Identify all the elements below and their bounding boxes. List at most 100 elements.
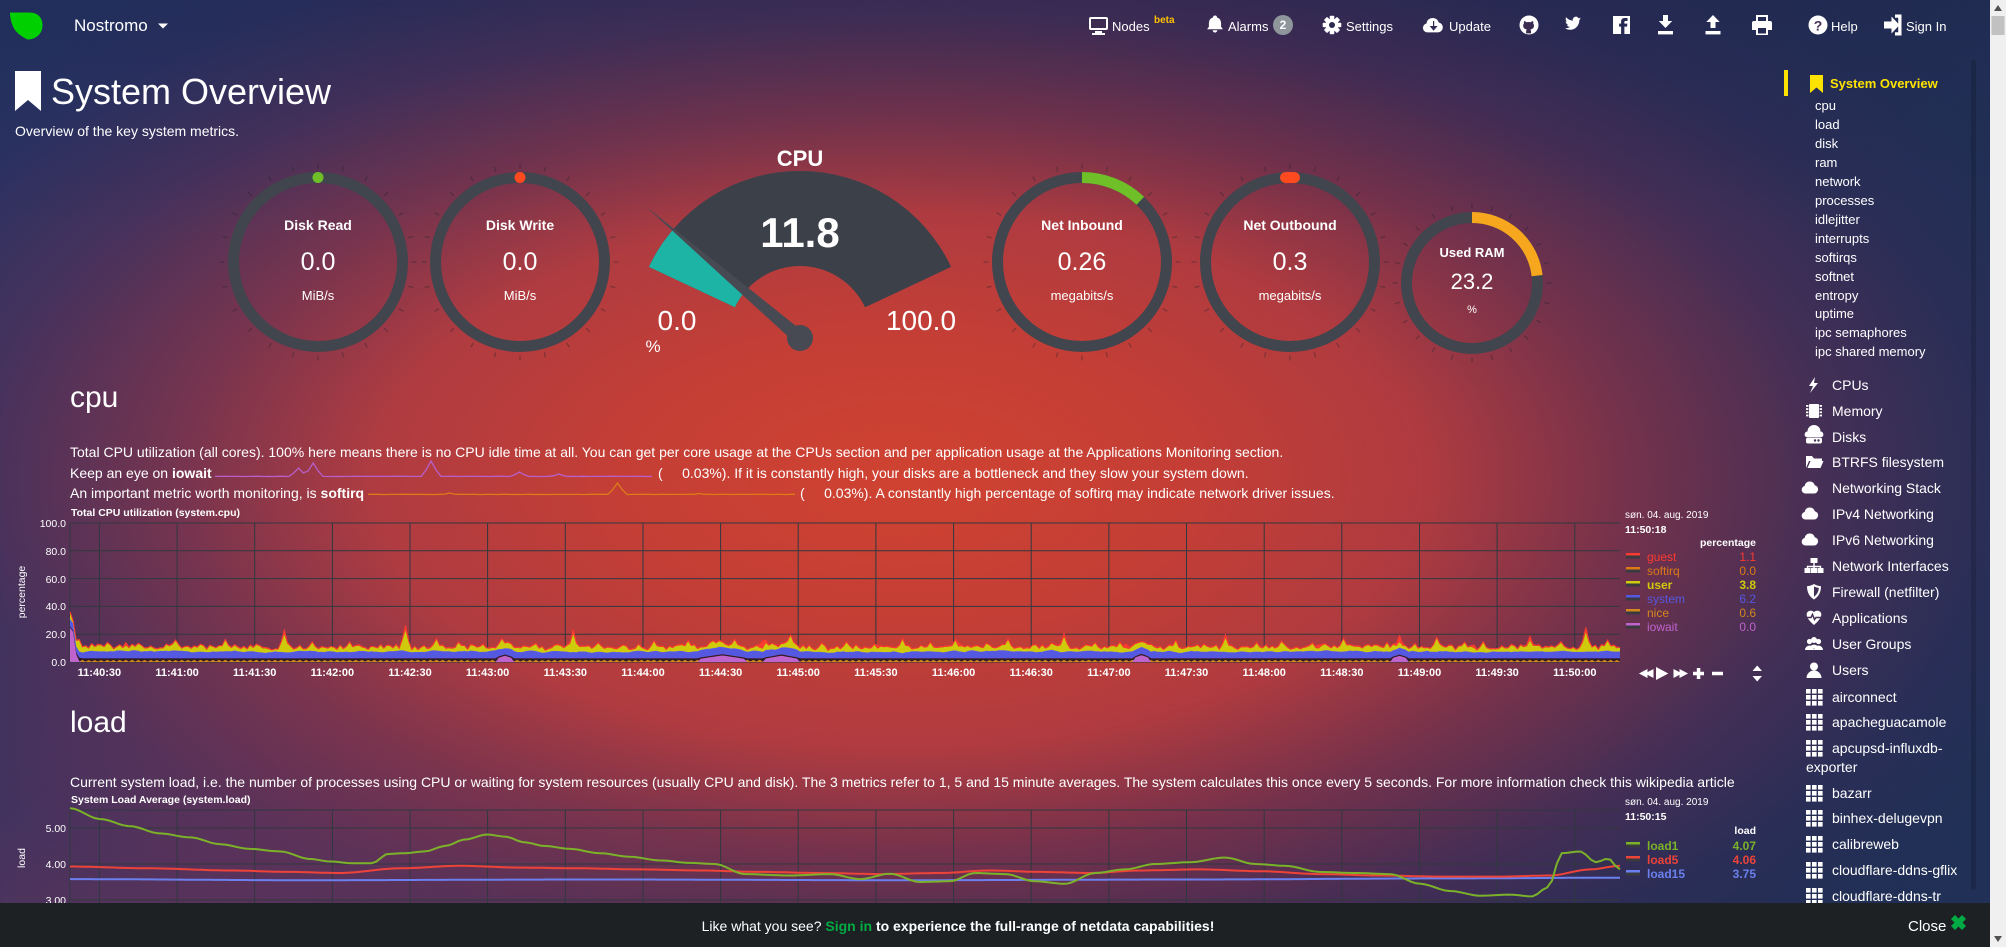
svg-text:Total CPU utilization (all cor: Total CPU utilization (all cores). 100% … <box>70 444 1283 460</box>
svg-text:11:48:00: 11:48:00 <box>1242 667 1285 679</box>
svg-text:apcupsd-influxdb-: apcupsd-influxdb- <box>1832 740 1943 756</box>
svg-text:5.00: 5.00 <box>46 823 67 835</box>
svg-text:uptime: uptime <box>1815 306 1854 321</box>
svg-text:Disk Read: Disk Read <box>284 217 352 233</box>
svg-text:11:50:00: 11:50:00 <box>1553 667 1596 679</box>
svg-text:11:42:00: 11:42:00 <box>311 667 354 679</box>
svg-text:load: load <box>1815 117 1840 132</box>
svg-text:An important metric worth moni: An important metric worth monitoring, is… <box>70 485 364 501</box>
svg-text:Firewall (netfilter): Firewall (netfilter) <box>1832 584 1939 600</box>
svg-text:11:50:15: 11:50:15 <box>1625 811 1667 823</box>
svg-text:11:47:30: 11:47:30 <box>1165 667 1208 679</box>
svg-text:3.00: 3.00 <box>46 895 67 907</box>
svg-text:ipc shared memory: ipc shared memory <box>1815 344 1926 359</box>
svg-text:11.8: 11.8 <box>760 209 839 256</box>
svg-text:Help: Help <box>1831 19 1858 34</box>
svg-text:network: network <box>1815 174 1861 189</box>
svg-text:11:46:30: 11:46:30 <box>1009 667 1052 679</box>
svg-text:load5: load5 <box>1647 853 1679 867</box>
svg-text:nice: nice <box>1647 606 1669 620</box>
svg-text:0.6: 0.6 <box>1739 606 1756 620</box>
svg-text:11:45:30: 11:45:30 <box>854 667 897 679</box>
svg-text:40.0: 40.0 <box>46 601 67 613</box>
svg-text:idlejitter: idlejitter <box>1815 212 1860 227</box>
svg-text:11:42:30: 11:42:30 <box>388 667 431 679</box>
svg-text:0.3: 0.3 <box>1273 248 1308 276</box>
svg-text:11:43:00: 11:43:00 <box>466 667 509 679</box>
svg-text:percentage: percentage <box>16 566 28 619</box>
svg-text:disk: disk <box>1815 136 1839 151</box>
svg-text:Disk Write: Disk Write <box>486 217 554 233</box>
svg-text:20.0: 20.0 <box>46 629 67 641</box>
svg-text:Used RAM: Used RAM <box>1439 245 1504 260</box>
svg-text:iowait: iowait <box>1647 620 1678 634</box>
svg-text:100.0: 100.0 <box>886 305 956 336</box>
svg-text:Update: Update <box>1449 19 1491 34</box>
svg-text:100.0: 100.0 <box>40 518 66 530</box>
svg-text:11:43:30: 11:43:30 <box>544 667 587 679</box>
svg-text:Networking Stack: Networking Stack <box>1832 480 1942 496</box>
svg-text:11:45:00: 11:45:00 <box>776 667 819 679</box>
svg-text:11:48:30: 11:48:30 <box>1320 667 1363 679</box>
svg-text:1.1: 1.1 <box>1739 550 1756 564</box>
svg-text:System Overview: System Overview <box>51 71 332 112</box>
svg-text:11:47:00: 11:47:00 <box>1087 667 1130 679</box>
svg-text:load: load <box>70 706 127 739</box>
svg-text:Current system load, i.e. the: Current system load, i.e. the number of … <box>70 774 1735 790</box>
svg-text:?: ? <box>1814 18 1823 34</box>
svg-text:Net Outbound: Net Outbound <box>1243 217 1336 233</box>
svg-text:MiB/s: MiB/s <box>302 288 335 303</box>
svg-text:4.00: 4.00 <box>46 859 67 871</box>
svg-text:Applications: Applications <box>1832 610 1908 626</box>
svg-text:4.07: 4.07 <box>1733 839 1757 853</box>
svg-text:cloudflare-ddns-tr: cloudflare-ddns-tr <box>1832 888 1941 904</box>
svg-text:system: system <box>1647 592 1685 606</box>
svg-text:Network Interfaces: Network Interfaces <box>1832 558 1949 574</box>
svg-text:ram: ram <box>1815 155 1837 170</box>
svg-text:softirqs: softirqs <box>1815 250 1857 265</box>
svg-text:Keep an eye on iowait: Keep an eye on iowait <box>70 465 212 481</box>
svg-text:0.26: 0.26 <box>1058 248 1107 276</box>
svg-text:6.2: 6.2 <box>1739 592 1756 606</box>
svg-text:cloudflare-ddns-gflix: cloudflare-ddns-gflix <box>1832 862 1957 878</box>
svg-text:11:44:00: 11:44:00 <box>621 667 664 679</box>
svg-text:Nostromo: Nostromo <box>74 16 148 35</box>
svg-text:Like what you see? Sign in to: Like what you see? Sign in to experience… <box>702 918 1215 934</box>
svg-text:percentage: percentage <box>1700 537 1756 549</box>
svg-text:bazarr: bazarr <box>1832 785 1872 801</box>
svg-text:interrupts: interrupts <box>1815 231 1870 246</box>
svg-text:søn. 04. aug. 2019: søn. 04. aug. 2019 <box>1625 510 1709 521</box>
svg-text:binhex-delugevpn: binhex-delugevpn <box>1832 810 1943 826</box>
svg-text:User Groups: User Groups <box>1832 636 1911 652</box>
svg-text:cpu: cpu <box>1815 98 1836 113</box>
svg-text:apacheguacamole: apacheguacamole <box>1832 714 1947 730</box>
svg-text:11:44:30: 11:44:30 <box>699 667 742 679</box>
svg-text:Sign In: Sign In <box>1906 19 1946 34</box>
svg-text:softnet: softnet <box>1815 269 1854 284</box>
svg-text:0.0: 0.0 <box>1739 564 1756 578</box>
svg-text:BTRFS filesystem: BTRFS filesystem <box>1832 454 1944 470</box>
svg-text:ipc semaphores: ipc semaphores <box>1815 325 1907 340</box>
svg-text:11:41:00: 11:41:00 <box>155 667 198 679</box>
svg-text:MiB/s: MiB/s <box>504 288 537 303</box>
svg-text:CPUs: CPUs <box>1832 377 1869 393</box>
svg-text:IPv4 Networking: IPv4 Networking <box>1832 506 1934 522</box>
svg-text:load: load <box>1734 825 1756 837</box>
svg-text:Users: Users <box>1832 662 1869 678</box>
svg-text:load15: load15 <box>1647 867 1685 881</box>
svg-text:11:50:18: 11:50:18 <box>1625 524 1667 536</box>
svg-text:3.75: 3.75 <box>1733 867 1757 881</box>
svg-text:exporter: exporter <box>1806 759 1858 775</box>
svg-text:11:49:30: 11:49:30 <box>1475 667 1518 679</box>
svg-text:11:46:00: 11:46:00 <box>932 667 975 679</box>
svg-text:processes: processes <box>1815 193 1875 208</box>
svg-text:80.0: 80.0 <box>46 546 67 558</box>
svg-text:calibreweb: calibreweb <box>1832 836 1899 852</box>
svg-text:System Load Average (system.lo: System Load Average (system.load) <box>71 794 251 806</box>
svg-text:CPU: CPU <box>777 146 823 171</box>
svg-text:2: 2 <box>1280 18 1287 32</box>
svg-text:%: % <box>1467 304 1477 316</box>
svg-text:11:40:30: 11:40:30 <box>78 667 121 679</box>
svg-text:0.0: 0.0 <box>51 657 66 669</box>
svg-text:guest: guest <box>1647 550 1677 564</box>
